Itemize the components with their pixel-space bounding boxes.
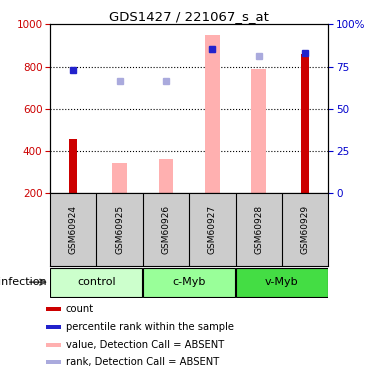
Text: count: count bbox=[66, 304, 93, 314]
Bar bbox=[46, 325, 61, 329]
Text: GSM60929: GSM60929 bbox=[301, 205, 310, 254]
Bar bbox=[46, 307, 61, 311]
Bar bbox=[46, 360, 61, 364]
Bar bbox=[69, 140, 78, 193]
Text: GSM60924: GSM60924 bbox=[69, 205, 78, 254]
Title: GDS1427 / 221067_s_at: GDS1427 / 221067_s_at bbox=[109, 10, 269, 23]
FancyBboxPatch shape bbox=[236, 267, 328, 297]
Text: GSM60926: GSM60926 bbox=[161, 205, 171, 254]
Bar bbox=[46, 343, 61, 347]
FancyBboxPatch shape bbox=[143, 267, 235, 297]
Bar bbox=[301, 54, 309, 193]
Text: GSM60927: GSM60927 bbox=[208, 205, 217, 254]
Text: GSM60928: GSM60928 bbox=[254, 205, 263, 254]
Bar bbox=[205, 35, 220, 193]
Bar bbox=[112, 162, 127, 193]
Text: control: control bbox=[77, 277, 116, 287]
Text: rank, Detection Call = ABSENT: rank, Detection Call = ABSENT bbox=[66, 357, 219, 368]
Bar bbox=[252, 69, 266, 193]
Text: value, Detection Call = ABSENT: value, Detection Call = ABSENT bbox=[66, 340, 224, 350]
Bar bbox=[159, 159, 174, 193]
Text: percentile rank within the sample: percentile rank within the sample bbox=[66, 322, 233, 332]
Text: v-Myb: v-Myb bbox=[265, 277, 299, 287]
Text: GSM60925: GSM60925 bbox=[115, 205, 124, 254]
FancyBboxPatch shape bbox=[50, 267, 142, 297]
Text: c-Myb: c-Myb bbox=[173, 277, 206, 287]
Text: infection: infection bbox=[0, 277, 46, 287]
